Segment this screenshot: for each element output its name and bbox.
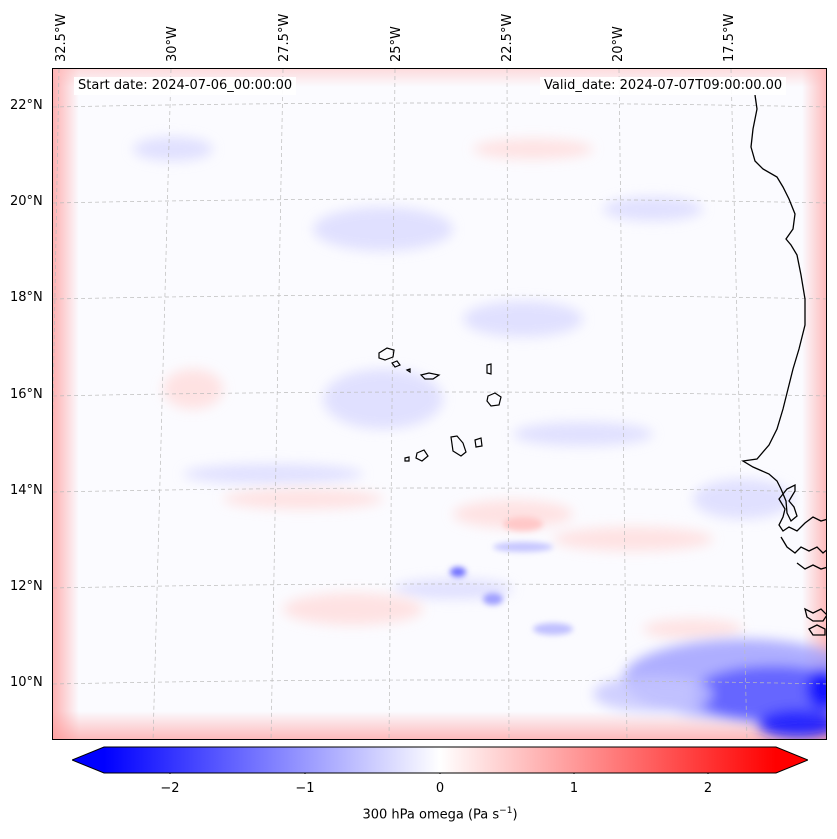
parallel-16n [53, 391, 826, 397]
valid-date-label: Valid_date: 2024-07-07T09:00:00.00 [540, 77, 787, 95]
lon-label-27-5w: 27.5°W [277, 13, 292, 62]
meridian-25w [388, 69, 396, 739]
lon-label-22-5w: 22.5°W [500, 13, 515, 62]
colorbar-tick-0: 0 [435, 781, 445, 796]
island-boa-vista [486, 392, 502, 407]
lat-label-14n: 14°N [10, 483, 43, 498]
meridian-22-5w [506, 69, 510, 739]
parallel-22n [53, 102, 826, 108]
parallel-18n [53, 294, 826, 300]
omega-field-map [53, 69, 826, 739]
parallel-20n [53, 198, 826, 204]
omega-field [53, 69, 826, 739]
island-sao-vicente [391, 360, 401, 368]
lon-label-30w: 30°W [165, 26, 180, 62]
lon-label-17-5w: 17.5°W [722, 13, 737, 62]
colorbar-label-end: ) [512, 807, 518, 823]
lat-label-22n: 22°N [10, 98, 43, 113]
colorbar-tick-minus-1: −1 [295, 781, 315, 796]
colorbar-tick-1: 1 [569, 781, 579, 796]
start-date-label: Start date: 2024-07-06_00:00:00 [74, 77, 297, 95]
island-sal [486, 363, 492, 375]
island-santa-luzia [405, 368, 411, 374]
colorbar-extend-min [72, 747, 104, 773]
colorbar-ticks [169, 773, 709, 774]
colorbar-label-main: 300 hPa omega (Pa s [362, 807, 500, 823]
meridian-32-5w [53, 69, 60, 425]
cape-verde-islands [378, 347, 502, 462]
island-fogo [415, 449, 429, 462]
lat-label-18n: 18°N [10, 290, 43, 305]
lat-label-12n: 12°N [10, 579, 43, 594]
meridian-20w [618, 69, 628, 739]
colorbar-label-exponent: −1 [499, 806, 513, 816]
lat-label-10n: 10°N [10, 675, 43, 690]
map-panel [52, 68, 827, 740]
colorbar-label: 300 hPa omega (Pa s−1) [362, 806, 517, 822]
lat-label-20n: 20°N [10, 194, 43, 209]
island-sao-nicolau [419, 372, 441, 380]
island-maio [474, 437, 483, 448]
colorbar-tick-minus-2: −2 [160, 781, 180, 796]
colorbar [72, 746, 808, 774]
lon-label-32-5w: 32.5°W [54, 13, 69, 62]
meridian-17-5w [730, 69, 748, 739]
lat-label-16n: 16°N [10, 387, 43, 402]
parallel-12n [53, 583, 826, 589]
island-santiago [450, 435, 467, 457]
meridian-30w [152, 69, 172, 739]
meridian-27-5w [270, 69, 284, 739]
colorbar-gradient [104, 747, 776, 773]
parallel-14n [53, 487, 826, 493]
parallel-10n [53, 679, 826, 685]
island-santo-antao [378, 347, 395, 361]
colorbar-extend-max [776, 747, 808, 773]
colorbar-tick-2: 2 [703, 781, 713, 796]
graticule [53, 69, 826, 739]
african-coastline [741, 94, 826, 636]
lon-label-25w: 25°W [389, 26, 404, 62]
lon-label-20w: 20°W [611, 26, 626, 62]
island-brava [404, 456, 410, 462]
